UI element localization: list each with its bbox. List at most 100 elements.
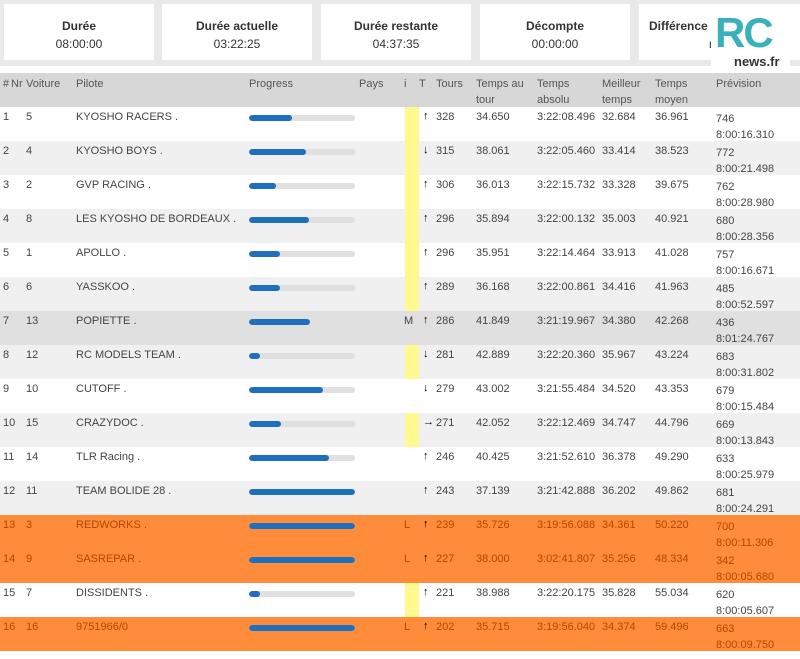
transponder-indicator [405, 277, 419, 311]
rcnews-logo: RC news.fr [711, 11, 790, 71]
card-duree-restante: Durée restante 04:37:35 [321, 4, 471, 60]
progress-bar [249, 319, 355, 325]
cell-prevision: 746 8:00:16.310 [716, 111, 774, 143]
cell-moyen: 38.523 [655, 145, 689, 157]
trend-arrow-icon: ↑ [423, 280, 429, 292]
progress-fill [249, 625, 355, 631]
cell-i: L [404, 519, 411, 531]
col-tours[interactable]: Tours [436, 78, 463, 90]
table-row[interactable]: 8 12 RC MODELS TEAM . 281 42.889 3:22:20.360 3… [0, 345, 800, 379]
cell-pos: 15 [3, 587, 16, 599]
prevision-laps: 757 [716, 249, 735, 261]
cell-tours: 296 [436, 247, 455, 259]
prevision-laps: 436 [716, 317, 735, 329]
trend-arrow-icon: ↑ [423, 246, 429, 258]
table-row[interactable]: 1 5 KYOSHO RACERS . 328 34.650 3:22:08.496 32.… [0, 107, 800, 141]
table-row[interactable]: 15 7 DISSIDENTS . 221 38.988 3:22:20.175 35.82… [0, 583, 800, 617]
trend-arrow-icon: ↑ [423, 552, 429, 564]
cell-prevision: 681 8:00:24.291 [716, 485, 774, 517]
table-row[interactable]: 12 11 TEAM BOLIDE 28 . 243 37.139 3:21:42.888… [0, 481, 800, 515]
cell-prevision: 633 8:00:25.979 [716, 451, 774, 483]
col-progress[interactable]: Progress [249, 78, 294, 90]
trend-arrow-icon: ↑ [423, 314, 429, 326]
cell-tour: 36.013 [476, 179, 510, 191]
card-label: Durée [61, 19, 96, 33]
col-voiture[interactable]: Voiture [26, 78, 61, 90]
cell-best: 34.380 [602, 315, 636, 327]
col-moyen-1[interactable]: Temps [655, 78, 688, 90]
table-row[interactable]: 5 1 APOLLO . 296 35.951 3:22:14.464 33.913 41.0… [0, 243, 800, 277]
cell-moyen: 42.268 [655, 315, 689, 327]
cell-absolu: 3:21:55.484 [537, 383, 596, 395]
prevision-time: 8:00:05.680 [716, 571, 775, 583]
col-temps-tour-1[interactable]: Temps au [476, 78, 524, 90]
col-nr[interactable]: Nr [11, 78, 23, 90]
cell-pilote: GVP RACING . [76, 179, 151, 191]
progress-fill [249, 149, 307, 155]
trend-arrow-icon: ↑ [423, 620, 429, 632]
cell-nr: 16 [26, 621, 39, 633]
cell-tour: 40.425 [476, 451, 510, 463]
cell-best: 36.202 [602, 485, 636, 497]
prevision-time: 8:00:31.802 [716, 367, 775, 379]
table-row[interactable]: 10 15 CRAZYDOC . 271 42.052 3:22:12.469 34.747… [0, 413, 800, 447]
cell-tours: 328 [436, 111, 455, 123]
cell-prevision: 762 8:00:28.980 [716, 179, 774, 211]
cell-tours: 271 [436, 417, 455, 429]
table-row[interactable]: 13 3 REDWORKS . L 239 35.726 3:19:56.088 34.361… [0, 515, 800, 549]
col-t[interactable]: T [419, 78, 426, 90]
cell-pos: 2 [3, 145, 10, 157]
col-pilote[interactable]: Pilote [76, 78, 104, 90]
prevision-laps: 681 [716, 487, 735, 499]
cell-pilote: CRAZYDOC . [76, 417, 144, 429]
table-row[interactable]: 3 2 GVP RACING . 306 36.013 3:22:15.732 33.328… [0, 175, 800, 209]
prevision-laps: 679 [716, 385, 735, 397]
cell-pilote: SASREPAR . [76, 553, 142, 565]
progress-fill [249, 285, 280, 291]
cell-i: L [404, 621, 411, 633]
prevision-time: 8:00:52.597 [716, 299, 775, 311]
cell-pos: 1 [3, 111, 10, 123]
prevision-time: 8:00:05.607 [716, 605, 775, 617]
col-pays[interactable]: Pays [359, 78, 384, 90]
cell-absolu: 3:22:15.732 [537, 179, 596, 191]
cell-i: L [404, 553, 411, 565]
table-row[interactable]: 6 6 YASSKOO . 289 36.168 3:22:00.861 34.416 41.… [0, 277, 800, 311]
cell-absolu: 3:19:56.088 [537, 519, 596, 531]
prevision-laps: 762 [716, 181, 735, 193]
prevision-laps: 669 [716, 419, 735, 431]
cell-best: 35.828 [602, 587, 636, 599]
table-row[interactable]: 9 10 CUTOFF . 279 43.002 3:21:55.484 34.520 43.… [0, 379, 800, 413]
cell-pilote: TEAM BOLIDE 28 . [76, 485, 172, 497]
table-row[interactable]: 16 16 9751966/0 L 202 35.715 3:19:56.040 34.374… [0, 617, 800, 651]
cell-nr: 14 [26, 451, 39, 463]
table-row[interactable]: 7 13 POPIETTE . M 286 41.849 3:21:19.967 34.380… [0, 311, 800, 345]
table-row[interactable]: 2 4 KYOSHO BOYS . 315 38.061 3:22:05.460 33.41… [0, 141, 800, 175]
table-row[interactable]: 11 14 TLR Racing . 246 40.425 3:21:52.610 36.3… [0, 447, 800, 481]
progress-bar [249, 557, 355, 563]
cell-moyen: 49.290 [655, 451, 689, 463]
cell-tour: 35.894 [476, 213, 510, 225]
card-value: 08:00:00 [55, 37, 103, 51]
col-prevision[interactable]: Prévision [716, 78, 762, 90]
cell-best: 33.913 [602, 247, 636, 259]
progress-fill [249, 217, 310, 223]
progress-bar [249, 455, 355, 461]
col-meilleur-1[interactable]: Meilleur [602, 78, 641, 90]
progress-bar [249, 489, 355, 495]
cell-nr: 5 [26, 111, 33, 123]
table-row[interactable]: 4 8 LES KYOSHO DE BORDEAUX . 296 35.894 3:22:… [0, 209, 800, 243]
cell-nr: 6 [26, 281, 33, 293]
col-i[interactable]: i [404, 78, 407, 90]
col-hash[interactable]: # [3, 78, 10, 90]
cell-prevision: 680 8:00:28.356 [716, 213, 774, 245]
cell-pilote: LES KYOSHO DE BORDEAUX . [76, 213, 237, 225]
prevision-laps: 342 [716, 555, 735, 567]
cell-tours: 243 [436, 485, 455, 497]
col-temps-absolu-1[interactable]: Temps [537, 78, 570, 90]
summary-bar: Durée 08:00:00 Durée actuelle 03:22:25 D… [0, 0, 800, 66]
cell-pos: 13 [3, 519, 16, 531]
table-row[interactable]: 14 9 SASREPAR . L 227 38.000 3:02:41.807 35.256… [0, 549, 800, 583]
prevision-laps: 663 [716, 623, 735, 635]
transponder-indicator [405, 175, 419, 209]
